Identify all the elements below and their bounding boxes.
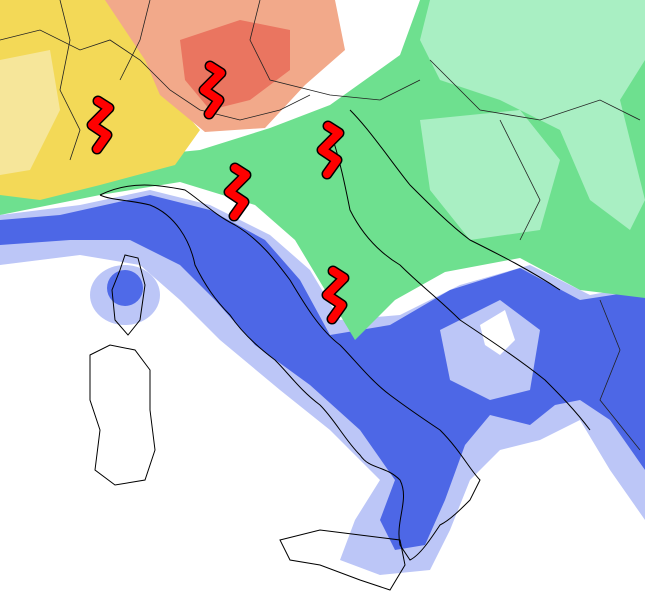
lightning-symbols — [86, 60, 350, 325]
light-green-field — [420, 110, 560, 240]
lightning — [198, 60, 227, 120]
light-green-field — [420, 0, 645, 230]
border — [0, 0, 641, 451]
island-sardinia — [89, 344, 156, 486]
island-corsica — [111, 254, 146, 336]
white-patch — [480, 310, 515, 355]
lightning — [316, 120, 345, 180]
light-yellow-field — [0, 50, 60, 175]
lightning — [86, 95, 115, 155]
coastline — [349, 109, 561, 291]
blue-field — [0, 195, 645, 550]
light-blue-field — [440, 300, 540, 400]
lightning — [223, 162, 252, 222]
coastline — [99, 184, 481, 561]
island-sicily — [279, 529, 406, 591]
lightning — [321, 265, 350, 325]
coastline — [329, 129, 591, 431]
